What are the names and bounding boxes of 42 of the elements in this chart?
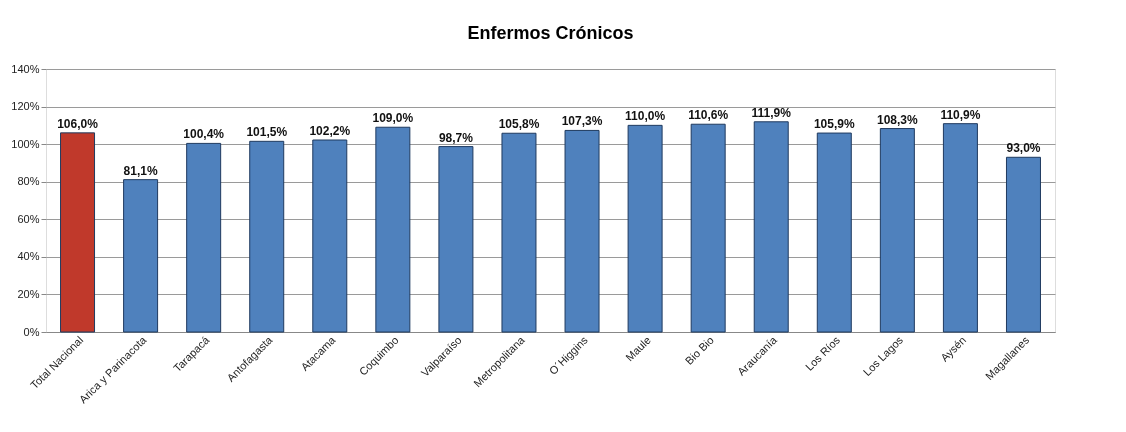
- data-label: 110,9%: [940, 107, 981, 122]
- data-label: 105,8%: [498, 117, 540, 132]
- bar: [123, 179, 159, 333]
- bar: [501, 132, 537, 333]
- bar: [690, 123, 726, 333]
- bar: [753, 121, 789, 333]
- bar: [186, 142, 222, 333]
- y-tick-label: 20%: [17, 287, 40, 300]
- x-tick-label: Bio Bio: [682, 333, 716, 367]
- bar: [1005, 156, 1041, 333]
- data-label: 98,7%: [438, 130, 474, 145]
- data-label: 101,5%: [246, 125, 288, 140]
- y-tick-label: 0%: [23, 325, 40, 338]
- data-label: 106,0%: [57, 116, 99, 131]
- bar: [942, 123, 978, 333]
- data-label: 105,9%: [813, 117, 855, 132]
- chart-title: Enfermos Crónicos: [467, 23, 634, 43]
- y-tick-label: 80%: [17, 175, 40, 188]
- bar: [60, 132, 96, 333]
- y-tick-label: 140%: [11, 62, 40, 75]
- bar: [375, 126, 411, 333]
- bar: [249, 140, 285, 333]
- bar: [816, 132, 852, 333]
- bar: [564, 129, 600, 333]
- data-label: 109,0%: [372, 111, 414, 126]
- bar: [438, 146, 474, 333]
- bar: [312, 139, 348, 333]
- bar: [627, 124, 663, 333]
- data-label: 110,6%: [688, 108, 729, 123]
- data-label: 108,3%: [876, 112, 919, 127]
- y-tick-label: 40%: [17, 250, 40, 263]
- data-label: 102,2%: [309, 124, 351, 139]
- data-label: 100,4%: [183, 127, 225, 142]
- y-tick-label: 60%: [17, 212, 40, 225]
- data-label: 81,1%: [123, 163, 158, 178]
- data-label: 111,9%: [751, 105, 792, 120]
- data-label: 93,0%: [1006, 141, 1041, 156]
- bar: [879, 128, 915, 333]
- data-label: 110,0%: [625, 109, 666, 124]
- y-tick-label: 100%: [11, 137, 40, 150]
- data-label: 107,3%: [561, 114, 603, 129]
- y-tick-label: 120%: [11, 100, 40, 113]
